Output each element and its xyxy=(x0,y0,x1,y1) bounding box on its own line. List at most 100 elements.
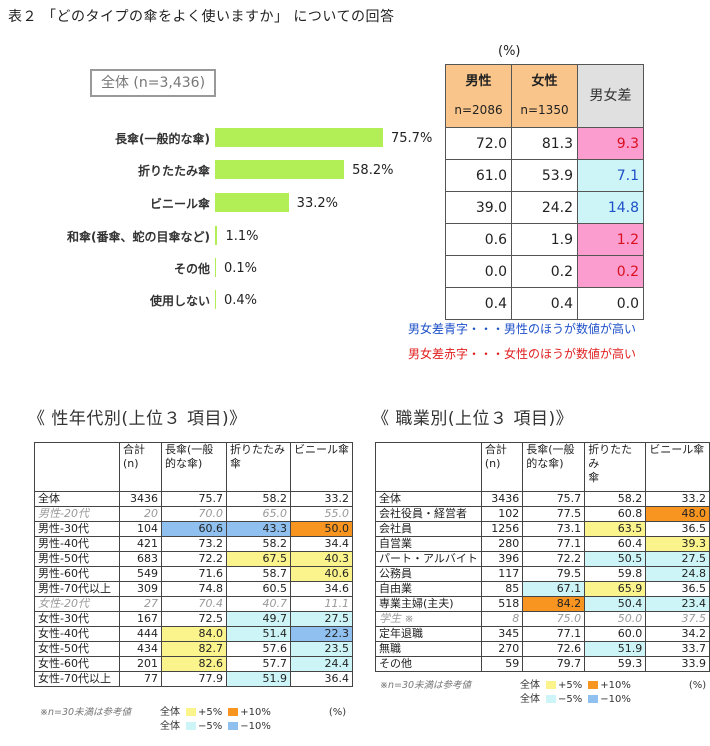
table-cell: 60.8 xyxy=(584,506,647,522)
table-cell: 71.6 xyxy=(161,566,227,582)
table-row: 男性-40代 421 73.2 58.2 34.4 xyxy=(34,536,353,552)
row-label: 公務員 xyxy=(375,566,482,582)
column-header xyxy=(34,442,120,492)
gender-row: 72.0 81.3 9.3 xyxy=(445,127,644,160)
table-cell: 49.7 xyxy=(226,611,291,627)
diff-value: 14.8 xyxy=(577,191,644,224)
column-header: 合計 (n) xyxy=(480,442,524,492)
overall-sample-label: 全体 (n=3,436) xyxy=(90,69,216,97)
table-row: 男性-50代 683 72.2 67.5 40.3 xyxy=(34,551,353,567)
table-cell: 57.6 xyxy=(226,641,291,657)
row-label: 女性-70代以上 xyxy=(34,671,120,687)
table-row: 女性-60代 201 82.6 57.7 24.4 xyxy=(34,656,353,672)
table-cell: 59.8 xyxy=(584,566,647,582)
male-value: 0.6 xyxy=(445,223,512,256)
table-cell: 55.0 xyxy=(290,506,353,522)
table-cell: 34.6 xyxy=(290,581,353,597)
gender-table: 男性 n=2086 女性 n=1350 男女差 72.0 81.3 9.3 61.0 5… xyxy=(445,64,644,320)
legend-label: 全体 xyxy=(520,680,540,691)
table-cell: 51.4 xyxy=(226,626,291,642)
row-label: 会社役員・経営者 xyxy=(375,506,482,522)
male-value: 72.0 xyxy=(445,127,512,160)
legend-label: −5% xyxy=(198,721,223,732)
category-bar xyxy=(215,290,216,309)
table-cell: 50.5 xyxy=(584,551,647,567)
table-cell: 82.7 xyxy=(161,641,227,657)
row-label: 女性-20代 xyxy=(34,596,120,612)
legend-label: 全体 xyxy=(160,721,180,732)
table-cell: 75.7 xyxy=(161,491,227,507)
age-table-note: ※n=30未満は参考値 xyxy=(40,707,132,718)
row-label: 自由業 xyxy=(375,581,482,597)
table-cell: 77.1 xyxy=(522,626,586,642)
legend-label: −5% xyxy=(558,694,583,705)
table-cell: 75.0 xyxy=(522,611,586,627)
male-value: 39.0 xyxy=(445,191,512,224)
table-cell: 20 xyxy=(119,506,162,522)
table-cell: 24.8 xyxy=(645,566,710,582)
row-label: 女性-50代 xyxy=(34,641,120,657)
male-value: 0.4 xyxy=(445,287,512,320)
table-cell: 58.2 xyxy=(226,491,291,507)
row-label: その他 xyxy=(375,656,482,672)
diff-header: 男女差 xyxy=(577,64,644,128)
table-cell: 36.5 xyxy=(645,521,710,537)
table-row: パート・アルバイト 396 72.2 50.5 27.5 xyxy=(375,551,710,567)
percent-unit: (%) xyxy=(498,44,521,59)
table-row: 女性-20代 27 70.4 40.7 11.1 xyxy=(34,596,353,612)
table-cell: 72.6 xyxy=(522,641,586,657)
table-cell: 58.2 xyxy=(226,536,291,552)
legend-label: +5% xyxy=(198,707,223,718)
diff-value: 0.2 xyxy=(577,255,644,288)
table-cell: 51.9 xyxy=(584,641,647,657)
table-cell: 23.5 xyxy=(290,641,353,657)
column-header: 合計 (n) xyxy=(119,442,162,492)
legend-label: 全体 xyxy=(520,694,540,705)
table-row: 会社役員・経営者 102 77.5 60.8 48.0 xyxy=(375,506,710,522)
table-cell: 65.9 xyxy=(584,581,647,597)
table-row: 自由業 85 67.1 65.9 36.5 xyxy=(375,581,710,597)
row-label: 男性-40代 xyxy=(34,536,120,552)
column-header: 長傘(一般 的な傘) xyxy=(161,442,227,492)
row-label: 女性-40代 xyxy=(34,626,120,642)
table-row: 公務員 117 79.5 59.8 24.8 xyxy=(375,566,710,582)
table-row: 男性-60代 549 71.6 58.7 40.6 xyxy=(34,566,353,582)
table-row: 無職 270 72.6 51.9 33.7 xyxy=(375,641,710,657)
job-legend: 全体 +5% +10% (%) 全体 −5% −10% xyxy=(520,676,706,705)
category-bar xyxy=(215,193,289,212)
job-table: 合計 (n) 長傘(一般 的な傘) 折りたたみ傘ビニール傘 全体 3436 75.7 58.2… xyxy=(375,442,710,672)
category-percent: 58.2% xyxy=(352,163,394,178)
diff-value: 0.0 xyxy=(577,287,644,320)
table-cell: 270 xyxy=(480,641,524,657)
table-cell: 50.4 xyxy=(584,596,647,612)
gender-row: 0.0 0.2 0.2 xyxy=(445,255,644,288)
table-cell: 57.7 xyxy=(226,656,291,672)
table-cell: 60.6 xyxy=(161,521,227,537)
table-cell: 11.1 xyxy=(290,596,353,612)
legend-swatch xyxy=(186,722,196,730)
row-label: 女性-60代 xyxy=(34,656,120,672)
table-cell: 39.3 xyxy=(645,536,710,552)
table-cell: 60.4 xyxy=(584,536,647,552)
female-header: 女性 n=1350 xyxy=(511,64,578,128)
legend-swatch xyxy=(546,695,556,703)
table-cell: 84.0 xyxy=(161,626,227,642)
diff-value: 1.2 xyxy=(577,223,644,256)
diff-value: 9.3 xyxy=(577,127,644,160)
age-section-title: 《 性年代別(上位３ 項目)》 xyxy=(28,409,247,429)
table-cell: 77.1 xyxy=(522,536,586,552)
table-row: 男性-20代 20 70.0 65.0 55.0 xyxy=(34,506,353,522)
table-cell: 77 xyxy=(119,671,162,687)
table-cell: 40.6 xyxy=(290,566,353,582)
female-value: 0.2 xyxy=(511,255,578,288)
table-cell: 518 xyxy=(480,596,524,612)
gender-row: 0.4 0.4 0.0 xyxy=(445,287,644,320)
table-cell: 67.1 xyxy=(522,581,586,597)
legend-swatch xyxy=(546,681,556,689)
table-cell: 63.5 xyxy=(584,521,647,537)
table-row: 男性-70代以上 309 74.8 60.5 34.6 xyxy=(34,581,353,597)
job-section-title: 《 職業別(上位３ 項目)》 xyxy=(372,409,574,429)
table-cell: 104 xyxy=(119,521,162,537)
female-value: 24.2 xyxy=(511,191,578,224)
column-header: 折りたたみ傘 xyxy=(226,442,291,492)
